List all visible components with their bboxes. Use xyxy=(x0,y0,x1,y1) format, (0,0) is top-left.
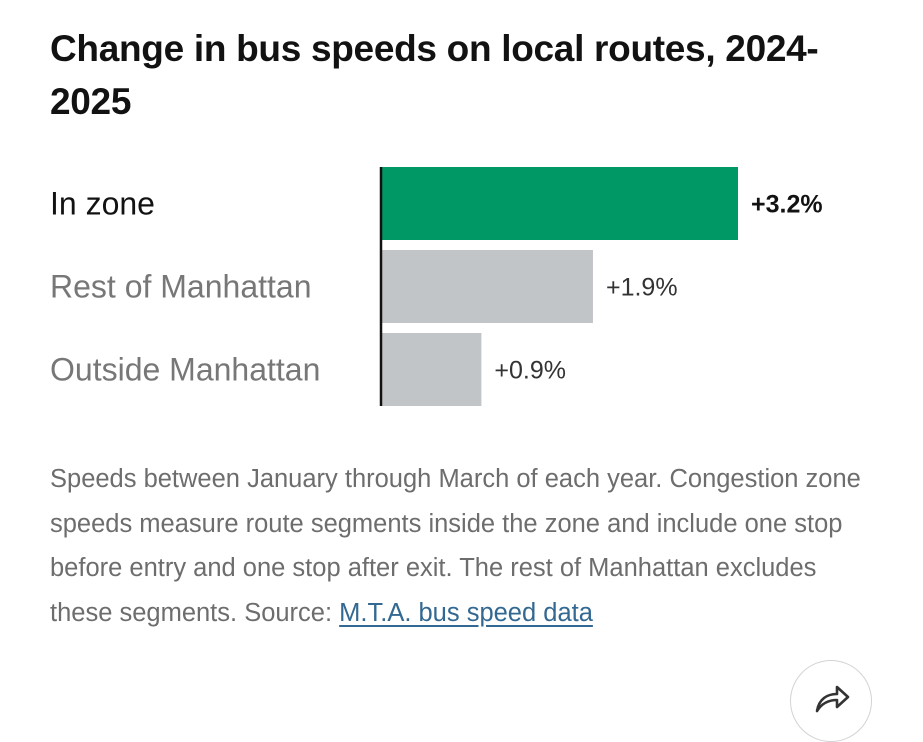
category-label: In zone xyxy=(50,186,155,222)
bar-chart: In zone +3.2% Rest of Manhattan +1.9% Outsid… xyxy=(50,167,823,406)
chart-note: Speeds between January through March of … xyxy=(50,457,880,635)
value-label: +0.9% xyxy=(494,357,566,385)
category-label: Rest of Manhattan xyxy=(50,269,311,305)
share-button[interactable] xyxy=(790,660,872,742)
bar-in-zone xyxy=(381,167,738,240)
value-label: +3.2% xyxy=(751,191,823,219)
note-text: Speeds between January through March of … xyxy=(50,465,861,627)
bar-outside-manhattan xyxy=(381,333,482,406)
category-label: Outside Manhattan xyxy=(50,352,320,388)
share-arrow-icon xyxy=(815,685,850,713)
bar-rest-of-manhattan xyxy=(381,250,593,323)
chart-title: Change in bus speeds on local routes, 20… xyxy=(50,28,819,122)
value-label: +1.9% xyxy=(606,274,678,302)
source-link[interactable]: M.T.A. bus speed data xyxy=(339,598,593,627)
